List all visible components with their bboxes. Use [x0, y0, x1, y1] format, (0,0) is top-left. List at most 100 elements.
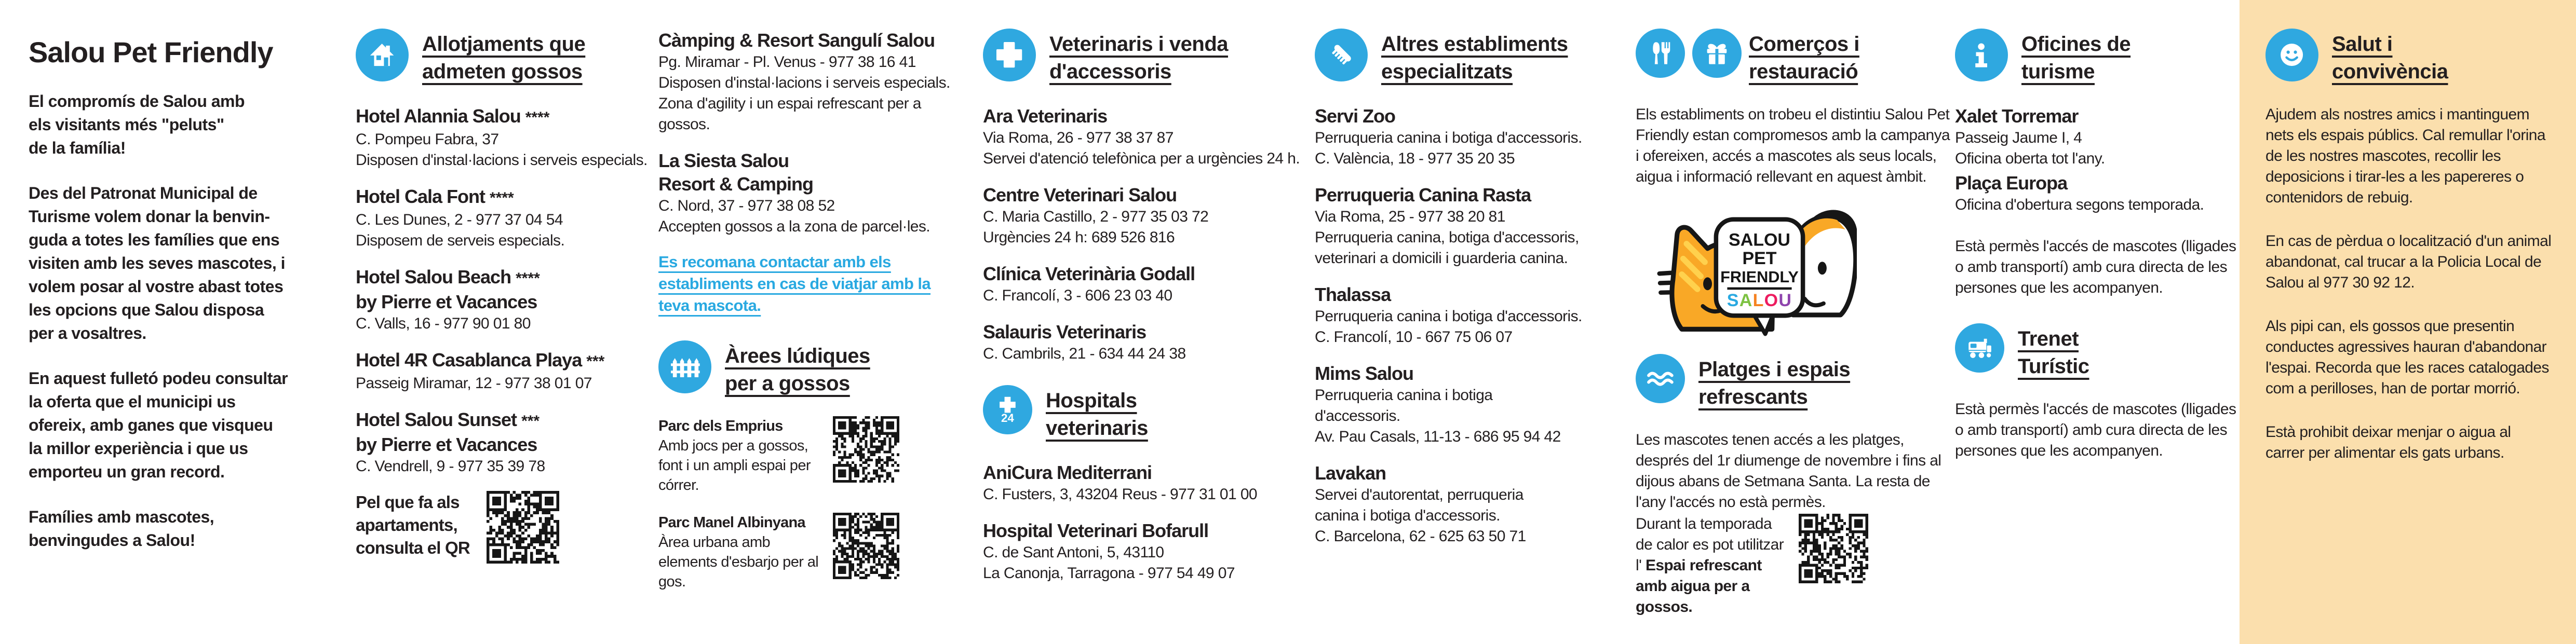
list-item: Hotel 4R Casablanca Playa *** Passeig Mi… — [356, 348, 649, 394]
page-title: Salou Pet Friendly — [29, 36, 274, 68]
logo-brand: SALOU — [1727, 291, 1792, 310]
hotel-stars: *** — [521, 413, 540, 430]
hotel-details: C. Les Dunes, 2 - 977 37 04 54 Disposem … — [356, 211, 565, 249]
trenet-note: Està permès l'accés de mascotes (lligade… — [1955, 401, 2236, 459]
list-item: Salauris Veterinaris C. Cambrils, 21 - 6… — [983, 320, 1307, 364]
salut-paragraph: Als pipi can, els gossos que presentin c… — [2265, 318, 2549, 397]
shop-details: Servei d'autorentat, perruqueria canina … — [1315, 486, 1526, 545]
park-block: Parc Manel Albinyana Àrea urbana amb ele… — [658, 513, 965, 592]
gift-icon — [1692, 29, 1742, 78]
list-item: Mims Salou Perruqueria canina i botiga d… — [1315, 362, 1629, 447]
travel-advice-note: Es recomana contactar amb els establimen… — [658, 253, 931, 314]
vet-name: Centre Veterinari Salou — [983, 184, 1177, 205]
list-item: Perruqueria Canina Rasta Via Roma, 25 - … — [1315, 183, 1629, 269]
list-item: Servi Zoo Perruqueria canina i botiga d'… — [1315, 104, 1629, 169]
shop-name: Thalassa — [1315, 284, 1391, 305]
section-title: Àrees lúdiques per a gossos — [725, 345, 870, 395]
section-header-veterinaris: Veterinaris i venda d'accessoris — [983, 29, 1307, 86]
panel-salut: Salut i convivència Ajudem als nostres a… — [2240, 0, 2576, 644]
panel-veterinaris: Veterinaris i venda d'accessoris Ara Vet… — [983, 0, 1307, 598]
vet-details: Via Roma, 26 - 977 38 37 87 Servei d'ate… — [983, 129, 1300, 167]
park-name: Parc Manel Albinyana — [658, 514, 806, 531]
section-header-arees: Àrees lúdiques per a gossos — [658, 340, 965, 398]
vet-details: C. Francolí, 3 - 606 23 03 40 — [983, 287, 1172, 304]
office-name: Plaça Europa — [1955, 172, 2068, 194]
list-item: Clínica Veterinària Godall C. Francolí, … — [983, 262, 1307, 306]
restaurant-icon — [1636, 29, 1685, 78]
hotel-name-line2: by Pierre et Vacances — [356, 291, 537, 312]
park-desc: Àrea urbana amb elements d'esbarjo per a… — [658, 534, 819, 590]
hotel-name: Hotel 4R Casablanca Playa — [356, 349, 582, 371]
vet-details: C. Cambrils, 21 - 634 44 24 38 — [983, 345, 1186, 362]
hotel-details: C. Vendrell, 9 - 977 35 39 78 — [356, 458, 545, 475]
logo-line2: PET — [1742, 249, 1776, 268]
park-block: Parc dels Emprius Amb jocs per a gossos,… — [658, 416, 965, 495]
medical-cross-icon — [983, 29, 1036, 81]
qr-code-park-albinyana — [833, 513, 899, 579]
section-title: Comerços i restauració — [1749, 33, 1859, 83]
office-details: Passeig Jaume I, 4 Oficina oberta tot l'… — [1955, 129, 2105, 167]
intro-panel: Salou Pet Friendly El compromís de Salou… — [29, 0, 327, 574]
camping-details: Pg. Miramar - Pl. Venus - 977 38 16 41 D… — [658, 53, 950, 133]
list-item: Lavakan Servei d'autorentat, perruqueria… — [1315, 461, 1629, 547]
office-details: Oficina d'obertura segons temporada. — [1955, 196, 2204, 213]
hotel-name: Hotel Salou Sunset — [356, 409, 517, 430]
fence-icon — [658, 340, 711, 393]
office-name: Xalet Torremar — [1955, 105, 2079, 127]
section-title: Salut i convivència — [2332, 33, 2448, 83]
hotel-stars: *** — [586, 353, 605, 370]
intro-paragraph: Famílies amb mascotes, benvingudes a Sal… — [29, 508, 214, 550]
shop-name: Perruqueria Canina Rasta — [1315, 184, 1531, 205]
hotel-name: Hotel Salou Beach — [356, 266, 511, 287]
panel-altres: Altres establiments especialitzats Servi… — [1315, 0, 1629, 561]
intro-paragraph: El compromís de Salou amb els visitants … — [29, 92, 245, 157]
logo-line1: SALOU — [1729, 230, 1790, 250]
panel-oficines-trenet: Oficines de turisme Xalet Torremar Passe… — [1955, 0, 2238, 477]
shop-name: Servi Zoo — [1315, 105, 1396, 127]
salut-paragraph: Ajudem als nostres amics i mantinguem ne… — [2265, 106, 2546, 206]
hotel-name: Hotel Alannia Salou — [356, 105, 521, 127]
hotel-stars: **** — [525, 109, 550, 126]
section-header-allotjaments: Allotjaments que admeten gossos — [356, 29, 649, 86]
shop-details: Perruqueria canina i botiga d'accessoris… — [1315, 129, 1582, 167]
list-item: Xalet Torremar Passeig Jaume I, 4 Oficin… — [1955, 104, 2238, 169]
waves-icon — [1636, 354, 1685, 403]
hotel-details: C. Pompeu Fabra, 37 Disposen d'instal·la… — [356, 131, 648, 169]
hospital-name: Hospital Veterinari Bofarull — [983, 520, 1209, 541]
section-title: Trenet Turístic — [2018, 327, 2089, 378]
train-icon — [1955, 323, 2004, 373]
list-item: Centre Veterinari Salou C. Maria Castill… — [983, 183, 1307, 248]
section-header-trenet: Trenet Turístic — [1955, 323, 2238, 380]
list-item: Hotel Cala Font **** C. Les Dunes, 2 - 9… — [356, 185, 649, 251]
platges-paragraph: Les mascotes tenen accés a les platges, … — [1636, 431, 1941, 511]
camping-name: La Siesta Salou Resort & Camping — [658, 150, 814, 195]
hotel-details: Passeig Miramar, 12 - 977 38 01 07 — [356, 375, 592, 392]
list-item: Thalassa Perruqueria canina i botiga d'a… — [1315, 283, 1629, 348]
info-icon — [1955, 29, 2008, 81]
camping-name: Càmping & Resort Sangulí Salou — [658, 30, 935, 51]
panel-allotjaments: Allotjaments que admeten gossos Hotel Al… — [356, 0, 649, 564]
intro-paragraph: Des del Patronat Municipal de Turisme vo… — [29, 184, 286, 342]
section-header-oficines: Oficines de turisme — [1955, 29, 2238, 86]
list-item: Plaça Europa Oficina d'obertura segons t… — [1955, 171, 2238, 215]
list-item: Hospital Veterinari Bofarull C. de Sant … — [983, 519, 1307, 584]
section-title: Altres establiments especialitzats — [1381, 33, 1568, 83]
apartments-qr-block: Pel que fa als apartaments, consulta el … — [356, 491, 649, 564]
section-title: Veterinaris i venda d'accessoris — [1049, 33, 1229, 83]
hospital-details: C. de Sant Antoni, 5, 43110 La Canonja, … — [983, 544, 1235, 582]
hotel-stars: **** — [490, 189, 514, 207]
shop-details: Via Roma, 25 - 977 38 20 81 Perruqueria … — [1315, 208, 1579, 267]
park-name: Parc dels Emprius — [658, 418, 783, 434]
shop-name: Mims Salou — [1315, 363, 1414, 384]
smiley-icon — [2265, 29, 2318, 81]
intro-paragraph: En aquest fulletó podeu consultar la ofe… — [29, 369, 288, 481]
list-item: Càmping & Resort Sangulí Salou Pg. Miram… — [658, 29, 965, 135]
logo-line3: FRIENDLY — [1720, 268, 1799, 286]
hospital-details: C. Fusters, 3, 43204 Reus - 977 31 01 00 — [983, 486, 1258, 503]
hotel-name: Hotel Cala Font — [356, 186, 485, 207]
shop-details: Perruqueria canina i botiga d'accessoris… — [1315, 387, 1561, 445]
list-item: Hotel Salou Beach **** by Pierre et Vaca… — [356, 265, 649, 334]
qr-code-apartments — [487, 491, 559, 564]
section-title: Allotjaments que admeten gossos — [422, 33, 586, 83]
